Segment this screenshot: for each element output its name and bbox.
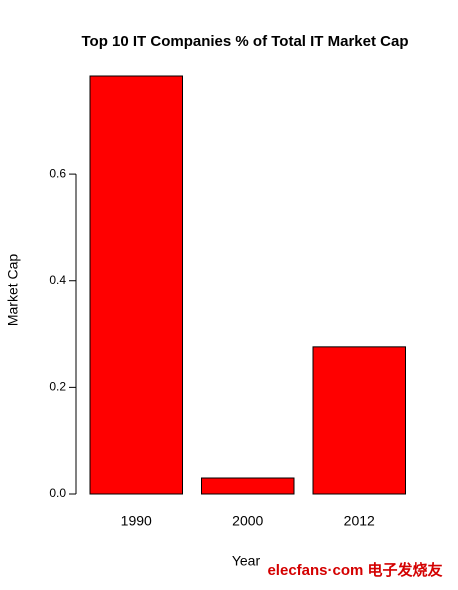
x-axis-label: Year <box>232 553 261 569</box>
chart-title: Top 10 IT Companies % of Total IT Market… <box>82 33 409 50</box>
y-tick-label: 0.4 <box>49 273 66 287</box>
bar <box>89 75 183 495</box>
bar <box>201 477 295 495</box>
y-tick-label: 0.2 <box>49 380 66 394</box>
watermark: elecfans·com 电子发烧友 <box>267 561 442 579</box>
y-tick-label: 0.6 <box>49 166 66 180</box>
y-axis-label: Market Cap <box>5 254 21 327</box>
x-tick-label: 1990 <box>121 513 152 529</box>
y-tick-label: 0.0 <box>49 486 66 500</box>
x-tick-label: 2012 <box>344 513 375 529</box>
x-tick-label: 2000 <box>232 513 263 529</box>
bar <box>312 346 406 495</box>
